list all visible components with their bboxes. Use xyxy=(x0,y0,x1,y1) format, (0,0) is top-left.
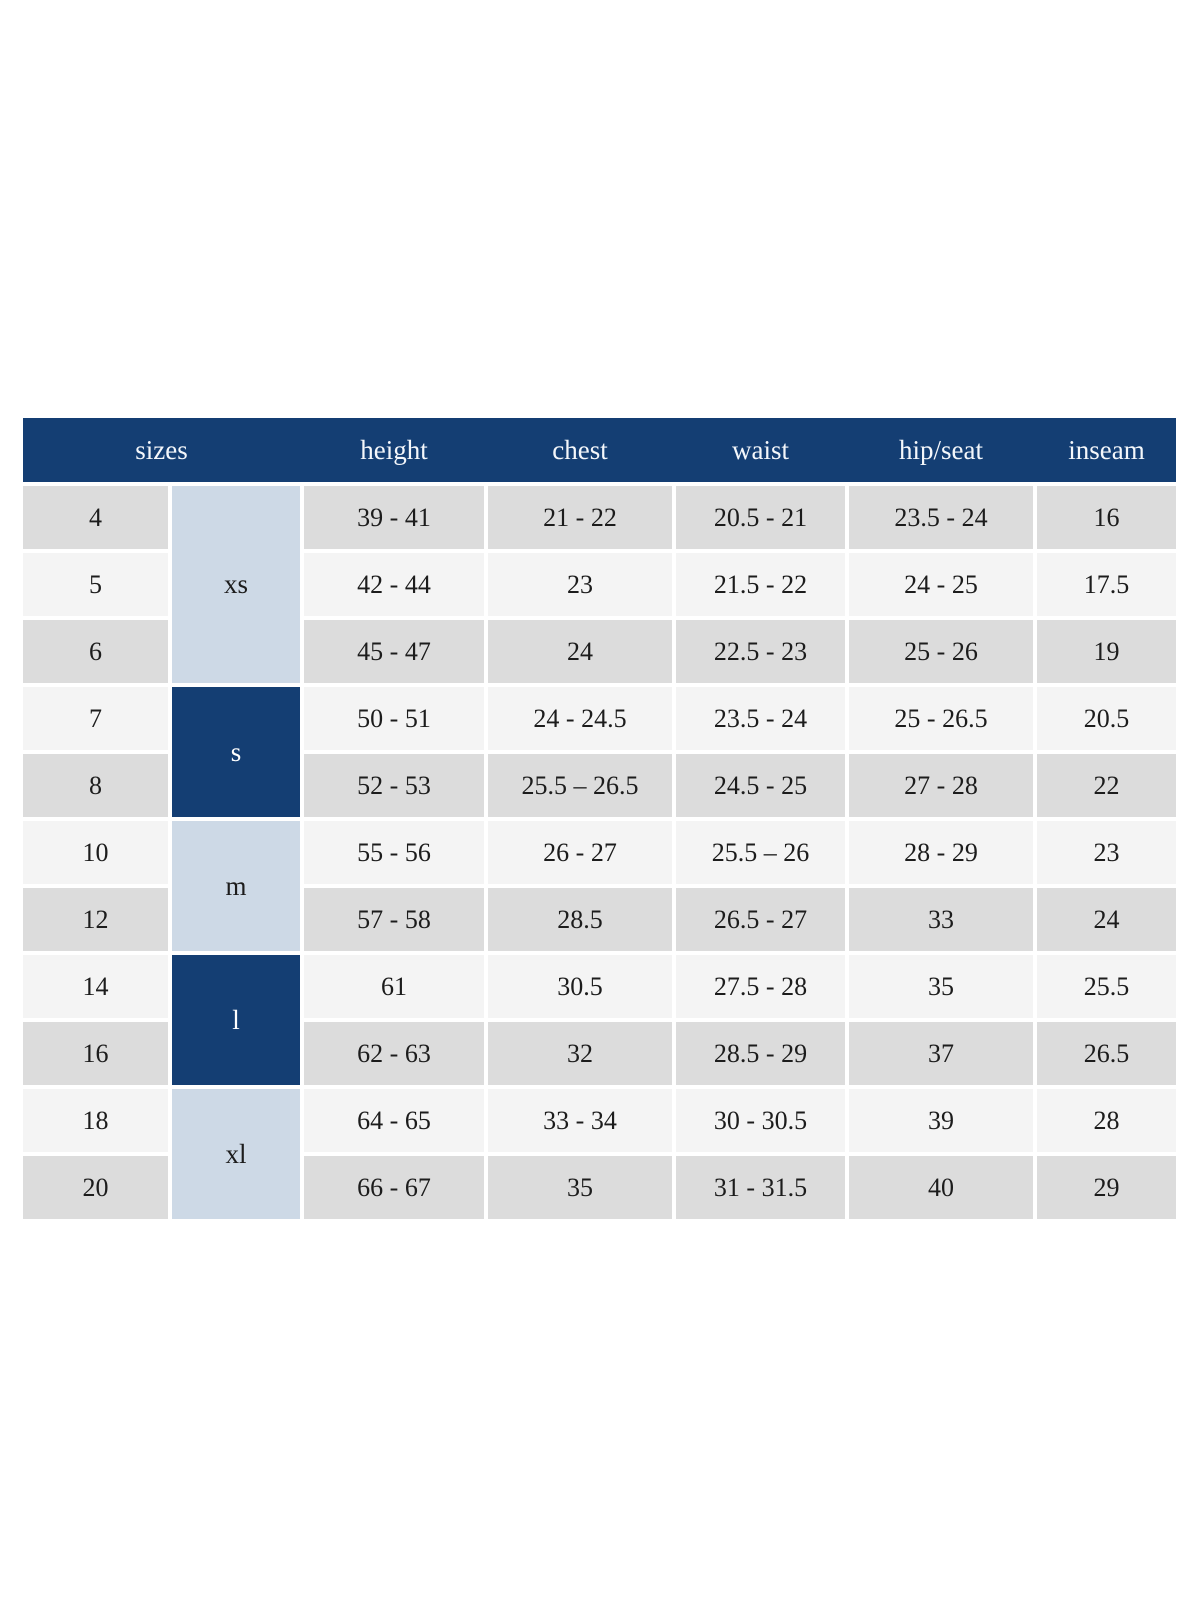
inseam-cell: 23 xyxy=(1037,821,1176,884)
hip-seat-cell: 25 - 26 xyxy=(849,620,1033,683)
chest-cell: 28.5 xyxy=(488,888,672,951)
column-header-hip-seat: hip/seat xyxy=(899,434,983,465)
inseam-cell: 26.5 xyxy=(1037,1022,1176,1085)
inseam-cell: 28 xyxy=(1037,1089,1176,1152)
height-cell: 66 - 67 xyxy=(304,1156,484,1219)
waist-cell: 24.5 - 25 xyxy=(676,754,845,817)
hip-seat-cell: 24 - 25 xyxy=(849,553,1033,616)
hip-seat-cell: 28 - 29 xyxy=(849,821,1033,884)
column-header-waist: waist xyxy=(732,434,789,465)
group-cell-xl: xl xyxy=(172,1089,300,1219)
size-cell: 14 xyxy=(23,955,168,1018)
waist-cell: 23.5 - 24 xyxy=(676,687,845,750)
height-cell: 57 - 58 xyxy=(304,888,484,951)
height-cell: 42 - 44 xyxy=(304,553,484,616)
chest-cell: 26 - 27 xyxy=(488,821,672,884)
waist-cell: 27.5 - 28 xyxy=(676,955,845,1018)
size-cell: 18 xyxy=(23,1089,168,1152)
hip-seat-cell: 27 - 28 xyxy=(849,754,1033,817)
inseam-cell: 17.5 xyxy=(1037,553,1176,616)
size-cell: 16 xyxy=(23,1022,168,1085)
chest-cell: 21 - 22 xyxy=(488,486,672,549)
group-cell-m: m xyxy=(172,821,300,951)
hip-seat-cell: 33 xyxy=(849,888,1033,951)
chest-cell: 24 - 24.5 xyxy=(488,687,672,750)
inseam-cell: 29 xyxy=(1037,1156,1176,1219)
height-cell: 39 - 41 xyxy=(304,486,484,549)
group-cell-xs: xs xyxy=(172,486,300,683)
waist-cell: 20.5 - 21 xyxy=(676,486,845,549)
hip-seat-cell: 39 xyxy=(849,1089,1033,1152)
waist-cell: 21.5 - 22 xyxy=(676,553,845,616)
inseam-cell: 16 xyxy=(1037,486,1176,549)
chest-cell: 30.5 xyxy=(488,955,672,1018)
waist-cell: 26.5 - 27 xyxy=(676,888,845,951)
size-chart: sizes height chest waist hip/seat inseam… xyxy=(23,418,1176,1219)
size-cell: 5 xyxy=(23,553,168,616)
column-header-chest: chest xyxy=(552,434,608,465)
chest-cell: 33 - 34 xyxy=(488,1089,672,1152)
hip-seat-cell: 23.5 - 24 xyxy=(849,486,1033,549)
height-cell: 61 xyxy=(304,955,484,1018)
chest-cell: 25.5 – 26.5 xyxy=(488,754,672,817)
size-cell: 10 xyxy=(23,821,168,884)
group-cell-l: l xyxy=(172,955,300,1085)
hip-seat-cell: 37 xyxy=(849,1022,1033,1085)
inseam-cell: 22 xyxy=(1037,754,1176,817)
size-cell: 7 xyxy=(23,687,168,750)
hip-seat-cell: 25 - 26.5 xyxy=(849,687,1033,750)
height-cell: 62 - 63 xyxy=(304,1022,484,1085)
size-cell: 12 xyxy=(23,888,168,951)
column-header-height: height xyxy=(360,434,428,465)
hip-seat-cell: 40 xyxy=(849,1156,1033,1219)
waist-cell: 25.5 – 26 xyxy=(676,821,845,884)
hip-seat-cell: 35 xyxy=(849,955,1033,1018)
size-cell: 8 xyxy=(23,754,168,817)
group-cell-s: s xyxy=(172,687,300,817)
chest-cell: 23 xyxy=(488,553,672,616)
size-cell: 20 xyxy=(23,1156,168,1219)
waist-cell: 30 - 30.5 xyxy=(676,1089,845,1152)
height-cell: 45 - 47 xyxy=(304,620,484,683)
column-header-inseam: inseam xyxy=(1068,434,1145,465)
height-cell: 50 - 51 xyxy=(304,687,484,750)
table-header-row: sizes height chest waist hip/seat inseam xyxy=(23,418,1176,482)
column-header-sizes: sizes xyxy=(135,434,188,465)
size-chart-table: sizes height chest waist hip/seat inseam… xyxy=(23,418,1176,1219)
waist-cell: 22.5 - 23 xyxy=(676,620,845,683)
inseam-cell: 25.5 xyxy=(1037,955,1176,1018)
height-cell: 55 - 56 xyxy=(304,821,484,884)
inseam-cell: 19 xyxy=(1037,620,1176,683)
height-cell: 64 - 65 xyxy=(304,1089,484,1152)
chest-cell: 32 xyxy=(488,1022,672,1085)
height-cell: 52 - 53 xyxy=(304,754,484,817)
waist-cell: 28.5 - 29 xyxy=(676,1022,845,1085)
chest-cell: 35 xyxy=(488,1156,672,1219)
chest-cell: 24 xyxy=(488,620,672,683)
waist-cell: 31 - 31.5 xyxy=(676,1156,845,1219)
inseam-cell: 20.5 xyxy=(1037,687,1176,750)
inseam-cell: 24 xyxy=(1037,888,1176,951)
size-cell: 4 xyxy=(23,486,168,549)
size-cell: 6 xyxy=(23,620,168,683)
